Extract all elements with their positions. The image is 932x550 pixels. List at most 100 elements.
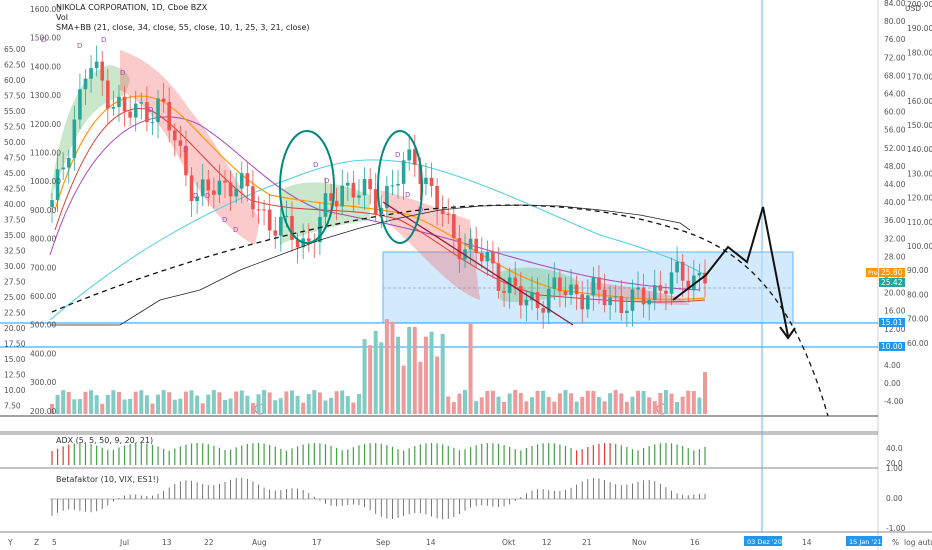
- time-tick: Okt: [502, 538, 515, 547]
- candle: [239, 161, 244, 204]
- right-pct-axis[interactable]: 200.00 190.00 180.00 170.00 160.00 150.00 140.…: [907, 0, 932, 348]
- footer-button-y[interactable]: Y: [7, 538, 13, 547]
- footer-button-z[interactable]: Z: [34, 538, 39, 547]
- volume-bar: [55, 394, 60, 414]
- candle: [100, 50, 105, 96]
- candle: [630, 279, 635, 327]
- volume-bar: [390, 321, 395, 414]
- volume-bar: [368, 345, 373, 414]
- candle: [351, 170, 356, 213]
- candle: [435, 178, 439, 226]
- candle: [78, 73, 82, 130]
- candle: [636, 271, 640, 299]
- price-tick: 68.00: [884, 71, 906, 80]
- right-price-axis[interactable]: 84.00 80.00 76.00 72.00 68.00 64.00 60.00 56.00…: [884, 0, 906, 406]
- candle: [457, 224, 462, 273]
- candle: [279, 208, 283, 252]
- candle: [664, 283, 668, 310]
- candle: [675, 246, 679, 284]
- svg-text:10.00: 10.00: [881, 342, 903, 351]
- volume-bar: [658, 393, 663, 414]
- left-price-tick: 40.00: [4, 200, 26, 209]
- adx-tick: 40.0: [886, 444, 903, 453]
- last-price-tag: 25.42: [879, 278, 905, 287]
- volume-bar: [100, 403, 105, 414]
- chart-title: NIKOLA CORPORATION, 1D, Cboe BZX: [56, 3, 208, 12]
- volume-bar: [591, 390, 596, 414]
- volume-bar: [116, 392, 121, 414]
- candle: [184, 130, 188, 187]
- footer-button-auto[interactable]: auto: [918, 538, 932, 547]
- volume-bar: [61, 390, 66, 414]
- volume-bar: [602, 401, 607, 414]
- date-marker-tag-2: 15 Jan '21: [846, 536, 882, 546]
- pct-tick: 170.00: [907, 73, 932, 82]
- volume-bar: [362, 339, 367, 414]
- candle: [189, 167, 194, 218]
- trend-line[interactable]: [382, 201, 574, 326]
- volume-bar: [624, 401, 629, 414]
- left-price-tick: 20.00: [4, 324, 26, 333]
- volume-bar: [468, 324, 473, 414]
- volume-bar: [691, 391, 696, 414]
- volume-bar: [569, 393, 574, 414]
- time-tick: 14: [426, 538, 436, 547]
- candle: [83, 69, 88, 106]
- left-vol-tick: 1300.00: [30, 91, 61, 100]
- volume-bar: [485, 390, 490, 414]
- candle: [217, 164, 222, 204]
- candle: [346, 172, 350, 202]
- candle: [513, 261, 518, 296]
- volume-bar: [580, 396, 585, 414]
- left-price-tick: 37.50: [4, 216, 26, 225]
- pct-tick: 150.00: [907, 121, 932, 130]
- left-price-tick: 10.00: [4, 386, 26, 395]
- beta-axis: 1.00 0.00 -1.00: [886, 464, 906, 533]
- volume-bar: [697, 397, 702, 414]
- level-tag-1: 15.01: [879, 318, 905, 327]
- dividend-marker: D: [41, 36, 46, 44]
- candle: [318, 202, 322, 255]
- left-price-tick: 50.00: [4, 138, 26, 147]
- footer-button-log[interactable]: log: [904, 538, 916, 547]
- price-tick: 84.00: [884, 0, 906, 8]
- footer-button-percent[interactable]: %: [892, 538, 899, 547]
- projection-arrow[interactable]: [672, 206, 789, 337]
- adx-bars: [51, 443, 706, 465]
- highlight-ellipse-2[interactable]: [377, 130, 423, 244]
- currency-label: USD: [905, 4, 921, 13]
- left-vol-tick: 400.00: [30, 349, 56, 358]
- dividend-marker: D: [405, 191, 410, 199]
- price-tick: 36.00: [884, 216, 906, 225]
- volume-bar: [89, 390, 94, 414]
- candle: [597, 265, 601, 305]
- highlight-ellipse-1[interactable]: [279, 130, 335, 244]
- candle: [552, 262, 557, 300]
- left-price-tick: 27.50: [4, 278, 26, 287]
- beta-tick: 0.00: [886, 494, 903, 503]
- pct-tick: 110.00: [907, 218, 932, 227]
- volume-bar: [317, 392, 322, 414]
- volume-bar: [156, 394, 161, 414]
- volume-bar: [663, 390, 668, 414]
- pct-tick: 80.00: [907, 290, 929, 299]
- dividend-marker: D: [77, 42, 82, 50]
- price-tick: 56.00: [884, 126, 906, 135]
- volume-bar: [552, 401, 557, 414]
- premarket-tag: Pre 25.80: [866, 268, 905, 277]
- candle: [178, 125, 183, 158]
- pct-tick: 200.00: [907, 0, 932, 9]
- candle: [385, 176, 389, 224]
- candle: [613, 285, 618, 313]
- candle: [357, 179, 361, 205]
- volume-bar: [574, 401, 579, 414]
- dividend-marker: D: [233, 226, 238, 234]
- candle: [440, 195, 445, 227]
- green-cloud: [50, 65, 130, 200]
- candle: [452, 204, 456, 254]
- left-vol-tick: 1600.00: [30, 5, 61, 14]
- price-tick: 40.00: [884, 198, 906, 207]
- volume-bar: [446, 396, 451, 414]
- time-axis[interactable]: 5 Jul 13 22 Aug 17 Sep 14 Okt 12 21 Nov 16 14: [52, 538, 812, 547]
